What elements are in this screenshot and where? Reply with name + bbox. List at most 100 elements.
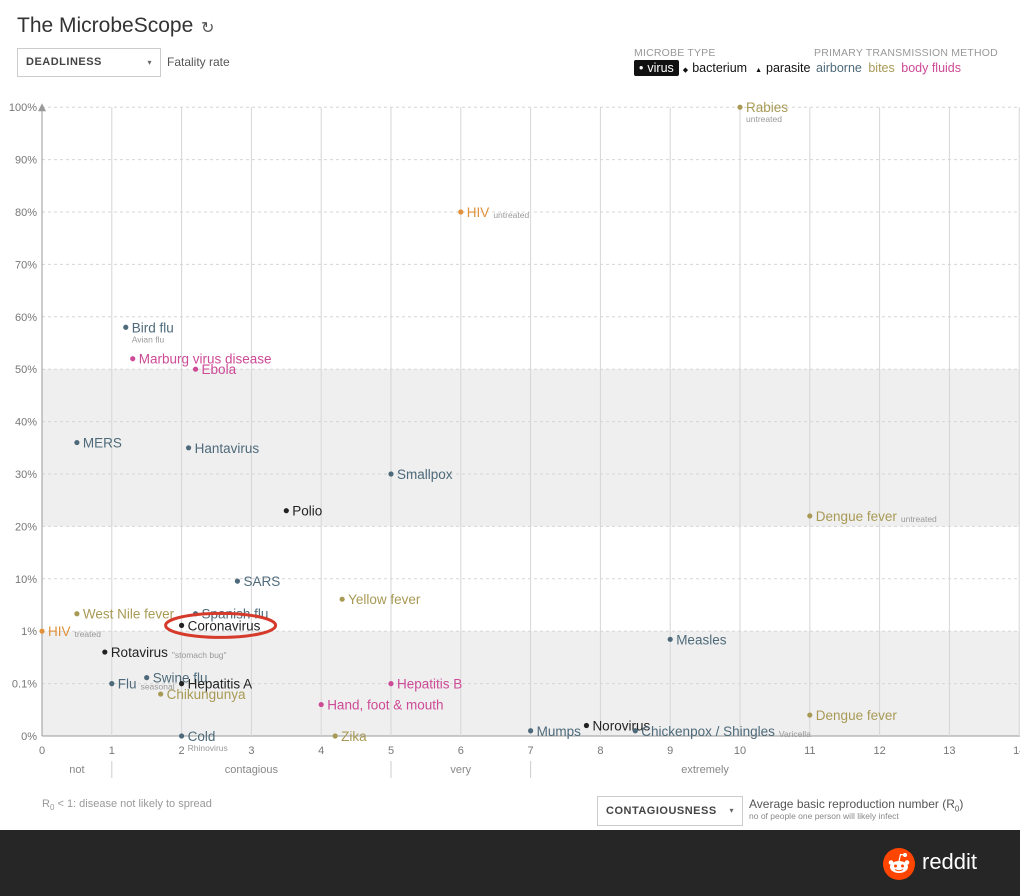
legend-type-title: MICROBE TYPE [634, 47, 716, 59]
point-dot[interactable] [737, 104, 743, 110]
x-tick-label: 12 [873, 745, 885, 757]
data-point-mumps[interactable]: Mumps [528, 724, 581, 739]
point-label: HIV [48, 624, 71, 639]
data-point-hepatitis-b[interactable]: Hepatitis B [388, 677, 462, 692]
data-point-dengue-fever[interactable]: Dengue fever [807, 708, 897, 723]
point-dot[interactable] [632, 728, 638, 734]
data-point-yellow-fever[interactable]: Yellow fever [339, 592, 421, 607]
point-label: Smallpox [397, 467, 453, 482]
data-point-dengue-fever[interactable]: Dengue fever untreated [807, 509, 937, 524]
y-tick-label: 0% [21, 731, 37, 743]
point-label: Rabies [746, 100, 788, 115]
y-tick-label: 10% [15, 574, 37, 586]
y-tick-label: 40% [15, 417, 37, 429]
point-dot[interactable] [74, 611, 80, 617]
x-category-label: not [69, 764, 84, 776]
data-point-coronavirus[interactable]: Coronavirus [179, 618, 261, 633]
point-dot[interactable] [283, 508, 289, 514]
point-dot[interactable] [39, 628, 45, 634]
reddit-alien-icon[interactable] [883, 848, 915, 880]
point-dot[interactable] [667, 636, 673, 642]
data-point-hiv[interactable]: HIV treated [39, 624, 101, 639]
point-dot[interactable] [192, 366, 199, 372]
point-dot[interactable] [179, 622, 185, 628]
data-point-marburg-virus-disease[interactable]: Marburg virus disease [130, 352, 272, 367]
r0-note-suffix: < 1: disease not likely to spread [54, 798, 212, 810]
point-dot[interactable] [179, 681, 185, 687]
data-point-west-nile-fever[interactable]: West Nile fever [74, 607, 175, 622]
point-dot[interactable] [458, 209, 464, 215]
data-point-rotavirus[interactable]: Rotavirus "stomach bug" [102, 645, 227, 660]
data-point-chikungunya[interactable]: Chikungunya [158, 687, 246, 702]
x-tick-label: 10 [734, 745, 746, 757]
x-axis-description-close: ) [959, 797, 964, 811]
legend-bacterium[interactable]: ◆ bacterium [679, 61, 751, 75]
reddit-wordmark: reddit [922, 849, 978, 874]
x-category-label: contagious [225, 764, 279, 776]
point-dot[interactable] [109, 681, 115, 687]
data-point-sars[interactable]: SARS [234, 574, 280, 589]
data-point-measles[interactable]: Measles [667, 632, 727, 647]
y-axis-select[interactable]: DEADLINESS ▾ [17, 48, 161, 77]
point-dot[interactable] [158, 691, 164, 697]
point-sublabel: Varicella [779, 729, 811, 739]
y-tick-label: 0.1% [12, 679, 37, 691]
legend-body-fluids[interactable]: body fluids [901, 61, 962, 75]
legend-virus[interactable]: • virus [634, 60, 679, 76]
data-point-mers[interactable]: MERS [74, 436, 122, 451]
point-sublabel: untreated [901, 514, 937, 524]
data-point-hand-foot-mouth[interactable]: Hand, foot & mouth [318, 698, 444, 713]
data-point-zika[interactable]: Zika [332, 729, 368, 744]
parasite-marker-icon: ▲ [755, 67, 763, 74]
point-dot[interactable] [388, 471, 394, 477]
y-tick-label: 30% [15, 469, 37, 481]
data-point-polio[interactable]: Polio [283, 504, 323, 519]
x-axis-description-text: Average basic reproduction number (R [749, 797, 955, 811]
point-dot[interactable] [388, 681, 394, 687]
page-title: The MicrobeScope [17, 14, 194, 37]
point-dot[interactable] [185, 445, 192, 451]
legend-parasite[interactable]: ▲ parasite [751, 61, 814, 75]
point-dot[interactable] [332, 733, 338, 739]
chevron-down-icon: ▾ [147, 58, 152, 67]
point-label: Hepatitis A [188, 677, 253, 692]
point-sublabel: Avian flu [132, 334, 165, 344]
point-dot[interactable] [102, 649, 108, 655]
point-dot[interactable] [144, 675, 150, 681]
data-point-hepatitis-a[interactable]: Hepatitis A [179, 677, 252, 692]
point-dot[interactable] [807, 712, 813, 718]
data-point-ebola[interactable]: Ebola [192, 362, 237, 377]
point-label: Hepatitis B [397, 677, 462, 692]
x-tick-label: 9 [667, 745, 673, 757]
point-sublabel: untreated [746, 114, 782, 124]
point-dot[interactable] [339, 596, 345, 602]
data-point-hiv[interactable]: HIV untreated [458, 205, 530, 220]
legend-bites[interactable]: bites [868, 61, 895, 75]
point-dot[interactable] [74, 439, 80, 446]
point-sublabel: Rhinovirus [188, 743, 228, 753]
point-label: Flu [118, 677, 137, 692]
data-point-swine-flu[interactable]: Swine flu [144, 671, 207, 686]
point-dot[interactable] [528, 728, 534, 734]
legend-airborne[interactable]: airborne [816, 61, 862, 75]
y-tick-label: 1% [21, 626, 37, 638]
data-point-smallpox[interactable]: Smallpox [388, 467, 453, 482]
data-point-flu[interactable]: Flu seasonal [109, 677, 175, 692]
refresh-icon[interactable]: ↻ [201, 20, 215, 37]
point-dot[interactable] [807, 513, 813, 519]
point-dot[interactable] [179, 733, 185, 739]
point-label: Hantavirus [195, 441, 260, 456]
point-dot[interactable] [318, 701, 324, 708]
data-point-hantavirus[interactable]: Hantavirus [185, 441, 260, 456]
x-tick-label: 4 [318, 745, 324, 757]
point-dot[interactable] [130, 356, 136, 362]
point-dot[interactable] [123, 324, 129, 330]
x-axis-select[interactable]: CONTAGIOUSNESS ▾ [597, 796, 743, 826]
data-point-chickenpox-shingles[interactable]: Chickenpox / Shingles Varicella [632, 724, 811, 739]
point-dot[interactable] [583, 722, 590, 729]
y-tick-label: 80% [15, 207, 37, 219]
point-dot[interactable] [234, 578, 241, 584]
